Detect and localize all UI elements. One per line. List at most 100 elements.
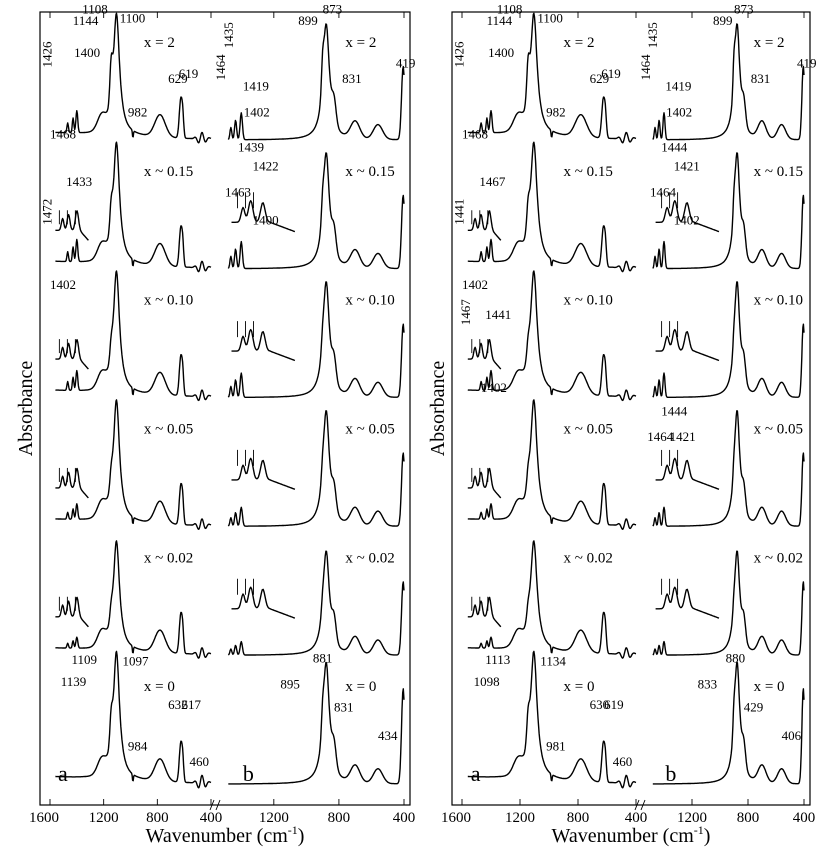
peak-label: 434 [378, 728, 398, 743]
axis-break-mark [209, 799, 215, 811]
peak-label: 1467 [458, 299, 473, 326]
spectrum-a-5 [55, 650, 212, 789]
peak-label: 1402 [674, 213, 700, 228]
peak-label: 1464 [213, 54, 228, 81]
axis-break-mark [640, 799, 646, 811]
sublabel-a: a [58, 761, 68, 786]
spectrum-b-4 [227, 550, 405, 656]
peak-label: 460 [190, 754, 210, 769]
x-tick-label: 1600 [441, 810, 471, 826]
peak-label: 831 [342, 71, 362, 86]
series-label-a: x ~ 0.05 [144, 421, 193, 437]
peak-label: 1419 [665, 79, 691, 94]
series-label-b: x ~ 0.10 [345, 293, 394, 309]
peak-label: 1097 [122, 653, 149, 668]
spectrum-b-3 [652, 410, 805, 527]
spectrum-a-1 [55, 141, 212, 273]
spectrum-b-4 [652, 550, 805, 656]
peak-label: 1468 [462, 126, 488, 141]
peak-label: 419 [797, 56, 817, 71]
series-label-a: x = 0 [144, 679, 175, 695]
inset-spectrum-b-2 [655, 328, 720, 362]
peak-label: 1444 [661, 139, 688, 154]
y-axis-label: Absorbance [427, 361, 449, 457]
peak-label: 895 [280, 677, 300, 692]
inset-spectrum-a-4 [55, 596, 89, 628]
spectrum-b-2 [227, 281, 405, 398]
peak-label: 1098 [474, 674, 500, 689]
inset-spectrum-b-1 [655, 200, 720, 233]
series-label-a: x ~ 0.05 [564, 421, 613, 437]
x-tick-label: 400 [793, 810, 816, 826]
peak-label: 1100 [537, 10, 563, 25]
x-tick-label: 400 [393, 810, 416, 826]
spectrum-a-2 [55, 270, 212, 402]
x-tick-label: 1200 [259, 810, 289, 826]
series-label-b: x ~ 0.02 [754, 550, 803, 566]
inset-spectrum-b-3 [231, 457, 296, 490]
peak-label: 429 [744, 700, 764, 715]
peak-label: 1426 [451, 41, 466, 68]
series-label-b: x ~ 0.15 [345, 164, 394, 180]
series-label-b: x ~ 0.05 [754, 421, 803, 437]
peak-label: 1464 [638, 54, 653, 81]
x-tick-label: 800 [328, 810, 351, 826]
series-label-a: x = 2 [144, 35, 175, 51]
inset-spectrum-a-4 [467, 596, 502, 628]
inset-spectrum-a-2 [467, 339, 502, 370]
peak-label: 1108 [497, 1, 523, 16]
series-label-a: x = 0 [564, 679, 595, 695]
spectrum-a-3 [55, 399, 212, 530]
inset-spectrum-a-3 [467, 467, 502, 499]
peak-label: 1441 [451, 199, 466, 225]
peak-label: 629 [168, 71, 188, 86]
peak-label: 1467 [479, 174, 506, 189]
x-tick-label: 1600 [29, 810, 59, 826]
peak-label: 1439 [238, 139, 264, 154]
x-axis-label: Wavenumber (cm-1) [552, 823, 711, 847]
series-label-a: x ~ 0.02 [144, 550, 193, 566]
peak-label: 1400 [253, 213, 279, 228]
inset-spectrum-b-4 [231, 586, 296, 619]
peak-label: 984 [128, 738, 148, 753]
series-label-b: x = 0 [345, 679, 376, 695]
series-label-b: x ~ 0.02 [345, 550, 394, 566]
peak-label: 1402 [666, 104, 692, 119]
peak-label: 982 [546, 104, 566, 119]
spectrum-b-0 [652, 23, 805, 141]
peak-label: 881 [313, 651, 333, 666]
spectrum-a-5 [467, 650, 637, 789]
sublabel-b: b [243, 761, 254, 786]
peak-label: 1422 [253, 159, 279, 174]
spectrum-a-3 [467, 399, 637, 530]
peak-label: 873 [323, 1, 343, 16]
sublabel-b: b [665, 761, 676, 786]
peak-label: 831 [751, 71, 771, 86]
peak-label: 1113 [485, 652, 510, 667]
series-label-b: x = 0 [754, 679, 785, 695]
peak-label: 1402 [462, 277, 488, 292]
series-label-a: x ~ 0.10 [564, 293, 613, 309]
series-label-b: x ~ 0.05 [345, 421, 394, 437]
series-label-b: x ~ 0.10 [754, 293, 803, 309]
spectrum-b-2 [652, 281, 805, 398]
peak-label: 406 [782, 728, 802, 743]
peak-label: 1109 [71, 652, 97, 667]
plot-frame [39, 11, 411, 806]
peak-label: 1139 [61, 674, 87, 689]
spectrum-b-5 [228, 661, 405, 785]
peak-label: 899 [298, 13, 318, 28]
peak-label: 1419 [243, 79, 269, 94]
series-label-a: x ~ 0.02 [564, 550, 613, 566]
peak-label: 981 [546, 738, 566, 753]
peak-label: 1402 [481, 380, 507, 395]
axis-break-mark [215, 799, 221, 811]
plot-frame [451, 11, 811, 806]
inset-spectrum-a-3 [55, 467, 89, 499]
peak-label: 1134 [540, 653, 566, 668]
peak-label: 629 [590, 71, 610, 86]
peak-label: 419 [396, 56, 416, 71]
peak-label: 1100 [120, 10, 146, 25]
peak-label: 1144 [487, 13, 513, 28]
